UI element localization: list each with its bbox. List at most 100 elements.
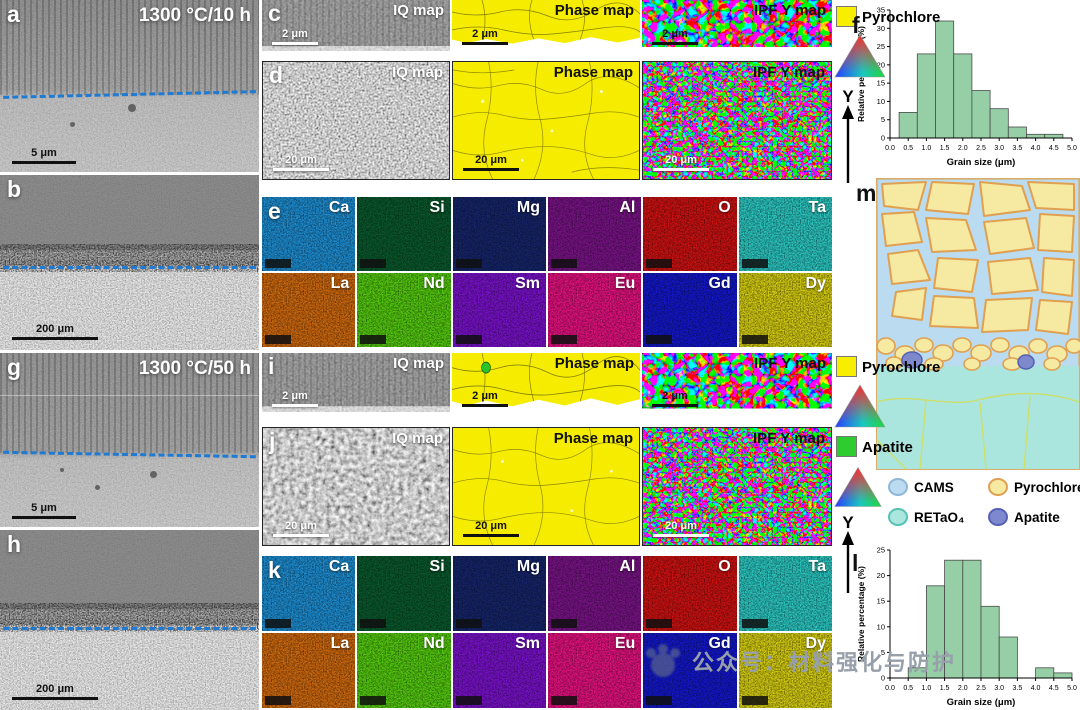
scale-chip	[455, 696, 482, 705]
svg-text:3.0: 3.0	[994, 685, 1004, 692]
retao4-label: RETaO₄	[914, 509, 965, 525]
svg-text:15: 15	[877, 597, 885, 606]
scale-text: 2 μm	[472, 28, 498, 40]
condition-label-10h: 1300 °C/10 h	[138, 5, 251, 26]
legend-item-retao4: RETaO₄	[888, 508, 988, 526]
scale-bar: 20 μm	[653, 521, 709, 537]
svg-text:1.5: 1.5	[940, 685, 950, 692]
svg-text:4.0: 4.0	[1031, 145, 1041, 152]
ipf-color-triangle	[834, 384, 886, 428]
pyrochlore-phase-fill	[453, 428, 639, 545]
map-title: IPF Y map	[753, 64, 825, 81]
ebsd-d-iq-map: d IQ map 20 μm	[262, 61, 450, 180]
svg-text:0: 0	[881, 134, 885, 143]
element-label: Ta	[808, 199, 826, 216]
svg-text:20: 20	[877, 60, 885, 69]
svg-text:5.0: 5.0	[1067, 685, 1077, 692]
panel-letter-c: c	[268, 0, 281, 26]
eds-map-ta: Ta	[738, 197, 832, 271]
ebsd-i-phase-map: Phase map 2 μm	[452, 353, 640, 425]
eds-noise	[452, 273, 546, 347]
svg-text:15: 15	[877, 79, 885, 88]
pyrochlore-legend-swatch	[836, 6, 857, 27]
panel-letter-m: m	[856, 180, 877, 206]
apatite-label: Apatite	[1014, 509, 1060, 525]
schematic-legend: CAMS Pyrochlore RETaO₄ Apatite	[888, 472, 1080, 532]
pore	[70, 122, 75, 127]
ebsd-c-iq-map: c IQ map 2 μm	[262, 0, 450, 59]
eds-noise	[262, 197, 356, 271]
svg-text:35: 35	[877, 6, 885, 15]
svg-text:3.5: 3.5	[1013, 685, 1023, 692]
iq-texture	[262, 0, 450, 47]
ipf-texture	[642, 353, 832, 404]
svg-text:5: 5	[881, 115, 885, 124]
element-label: Eu	[614, 635, 636, 652]
eds-map-nd: Nd	[357, 633, 451, 708]
svg-text:2.0: 2.0	[958, 685, 968, 692]
phase-region	[452, 353, 640, 407]
eds-map-sm: Sm	[452, 273, 546, 347]
scale-chip	[646, 619, 673, 628]
eds-noise	[262, 556, 356, 631]
svg-text:Grain size (μm): Grain size (μm)	[947, 697, 1016, 708]
eds-noise	[452, 633, 546, 708]
eds-noise	[738, 273, 832, 347]
svg-text:Grain size (μm): Grain size (μm)	[947, 157, 1016, 168]
legend-item-apatite: Apatite	[988, 508, 1076, 526]
panel-letter-h: h	[7, 531, 22, 557]
eds-map-o: O	[643, 197, 737, 271]
element-label: Dy	[805, 275, 826, 292]
scale-chip	[741, 696, 768, 705]
eds-noise	[548, 633, 642, 708]
cams-label: CAMS	[914, 479, 954, 495]
watermark-text: 公众号：材料强化与防护	[692, 650, 957, 675]
eds-map-la: La	[262, 633, 356, 708]
scale-line	[12, 337, 98, 340]
svg-text:4.0: 4.0	[1031, 685, 1041, 692]
scale-line	[652, 42, 698, 45]
panel-letter-i: i	[268, 353, 275, 379]
element-label: Nd	[423, 635, 445, 652]
scale-chip	[551, 335, 577, 344]
y-axis-label: Y	[842, 513, 854, 532]
map-title: Phase map	[554, 2, 634, 19]
eds-noise	[357, 273, 451, 347]
ipf-color-triangle-apatite	[834, 466, 882, 507]
eds-noise	[738, 633, 832, 708]
scale-text: 5 μm	[31, 147, 57, 159]
element-label: Mg	[516, 558, 540, 575]
ebsd-d-ipf-map: IPF Y map 20 μm	[642, 61, 832, 180]
scale-chip	[646, 696, 673, 705]
scale-chip	[265, 619, 291, 628]
eds-noise	[738, 556, 832, 631]
microstructure-schematic	[876, 178, 1080, 470]
scale-line	[462, 404, 508, 407]
svg-text:25: 25	[877, 42, 885, 51]
panel-letter-a: a	[7, 1, 20, 27]
eds-noise	[262, 633, 356, 708]
svg-text:0.0: 0.0	[885, 145, 895, 152]
pyrochlore-label: Pyrochlore	[1014, 479, 1080, 495]
scale-text: 20 μm	[665, 520, 697, 532]
svg-text:4.5: 4.5	[1049, 145, 1059, 152]
sem-g-coating-texture	[0, 353, 259, 453]
scale-chip	[360, 335, 387, 344]
eds-map-mg: Mg	[452, 197, 546, 271]
eds-map-dy: Dy	[738, 633, 832, 708]
svg-text:1.0: 1.0	[922, 685, 932, 692]
scale-text: 20 μm	[475, 154, 507, 166]
panel-letter-b: b	[7, 176, 22, 202]
eds-map-mg: Mg	[452, 556, 546, 631]
apatite-grain	[481, 361, 491, 374]
scale-chip	[455, 619, 482, 628]
scale-chip	[551, 696, 577, 705]
eds-noise	[738, 197, 832, 271]
scale-bar: 20 μm	[653, 155, 709, 171]
map-title: IPF Y map	[753, 430, 825, 447]
map-title: IPF Y map	[754, 2, 826, 19]
element-label: O	[718, 558, 731, 575]
element-label: Dy	[805, 635, 826, 652]
y-axis-label: Y	[842, 87, 854, 106]
watermark: 公众号：材料强化与防护	[642, 640, 956, 682]
